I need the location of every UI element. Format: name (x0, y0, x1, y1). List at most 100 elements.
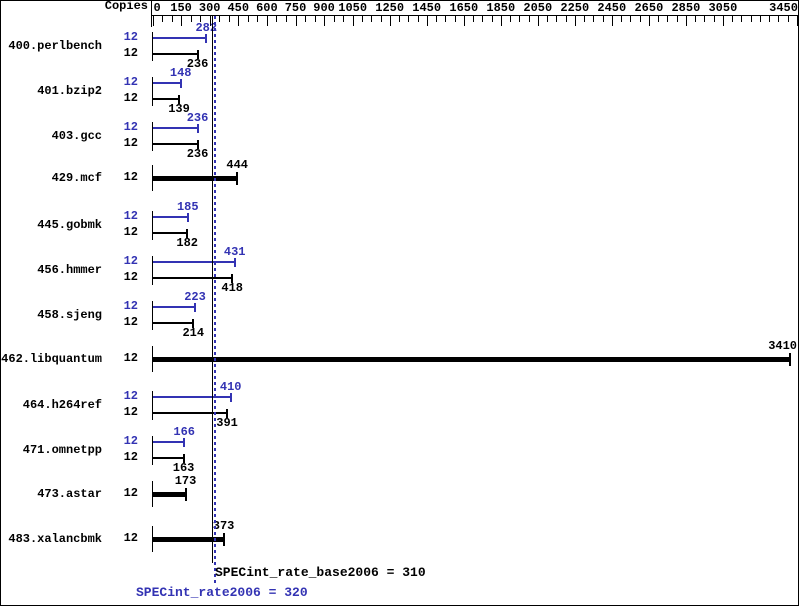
benchmark-name: 429.mcf (51, 171, 102, 185)
base-peak-bar-end-serif (236, 172, 239, 185)
peak-bar (153, 261, 235, 263)
axis-minor-tick (200, 16, 202, 22)
axis-tick-label: 1250 (375, 1, 405, 15)
axis-tick-label: 750 (284, 1, 307, 15)
axis-major-tick (352, 16, 354, 26)
axis-minor-tick (171, 16, 173, 22)
base-peak-bar (153, 357, 790, 362)
benchmark-name: 456.hmmer (37, 263, 102, 277)
axis-major-tick (152, 16, 154, 26)
base-bar-end-serif (231, 274, 234, 283)
base-bar (153, 322, 194, 324)
benchmark-name: 445.gobmk (37, 218, 102, 232)
axis-minor-tick (676, 16, 678, 22)
axis-major-tick (722, 16, 724, 26)
axis-minor-tick (436, 16, 437, 22)
copies: 12 (123, 531, 138, 545)
axis-tick-label: 1850 (486, 1, 516, 15)
base-peak-bar (153, 176, 238, 181)
base-peak-bar (153, 492, 186, 497)
axis-tick-label: 1050 (338, 1, 368, 15)
axis-minor-tick (547, 16, 549, 22)
copies: 12 (123, 170, 138, 184)
axis-minor-tick (445, 16, 447, 22)
peak-bar-end-serif (194, 303, 196, 312)
base-copies: 12 (123, 225, 138, 239)
axis-minor-tick (473, 16, 474, 22)
axis-minor-tick (454, 16, 456, 22)
axis-minor-tick (769, 16, 771, 22)
axis-major-tick (574, 16, 576, 26)
axis-tick-label: 150 (170, 1, 192, 15)
axis-minor-tick (417, 16, 419, 22)
axis-tick-label: 300 (198, 1, 221, 15)
bar-start-serif (152, 391, 153, 420)
peak-bar (153, 396, 231, 398)
axis-minor-tick (639, 16, 641, 22)
copies-axis-separator-line (151, 1, 152, 27)
base-bar (153, 232, 188, 234)
benchmark-name: 462.libquantum (1, 352, 102, 366)
benchmark-name: 458.sjeng (37, 308, 102, 322)
benchmark-name: 483.xalancbmk (8, 532, 102, 546)
axis-major-tick (685, 16, 687, 26)
axis-major-tick (648, 16, 650, 26)
peak-bar-end-serif (229, 393, 232, 402)
axis-minor-tick (286, 16, 287, 22)
base-bar-end-serif (192, 319, 195, 328)
axis-minor-tick (584, 16, 586, 22)
axis-minor-tick (704, 16, 706, 22)
bar-start-serif (152, 301, 153, 330)
bar-value-label: 391 (216, 416, 238, 430)
peak-bar-end-serif (186, 213, 189, 222)
bar-value-label: 185 (176, 200, 199, 214)
bar-start-serif (152, 526, 153, 552)
benchmark-name: 401.bzip2 (37, 84, 102, 98)
bar-start-serif (152, 481, 153, 507)
peak-copies: 12 (123, 209, 138, 223)
axis-minor-tick (190, 16, 192, 22)
axis-tick-label: 900 (313, 1, 335, 15)
axis-major-tick (266, 16, 268, 26)
axis-major-tick (181, 16, 183, 26)
peak-bar-end-serif (179, 79, 182, 88)
bar-start-serif (152, 211, 153, 240)
bar-value-label: 444 (226, 158, 248, 172)
axis-tick-label: 2850 (671, 1, 701, 15)
benchmark-name: 400.perlbench (8, 39, 102, 53)
benchmark-name: 403.gcc (51, 129, 102, 143)
axis-minor-tick (759, 16, 761, 22)
axis-minor-tick (491, 16, 493, 22)
bar-value-label: 163 (172, 461, 195, 475)
base-bar-end-serif (196, 140, 199, 149)
base-copies: 12 (123, 46, 138, 60)
axis-minor-tick (519, 16, 521, 22)
axis-minor-tick (247, 16, 249, 22)
bar-value-label: 223 (184, 290, 206, 304)
bar-start-serif (152, 122, 153, 151)
base-bar-end-serif (196, 50, 199, 59)
axis-tick-label: 2050 (523, 1, 553, 15)
axis-tick-label: 2650 (634, 1, 664, 15)
axis-major-tick (209, 16, 211, 26)
axis-line (151, 15, 798, 16)
base-peak-bar (153, 537, 224, 542)
bar-value-label: 3410 (768, 339, 797, 353)
axis-minor-tick (343, 16, 345, 22)
bar-value-label: 236 (186, 111, 209, 125)
axis-minor-tick (362, 16, 363, 22)
copies-column-header: Copies (104, 0, 148, 13)
axis-minor-tick (333, 16, 335, 22)
axis-minor-tick (713, 16, 715, 22)
base-summary-label: SPECint_rate_base2006 = 310 (215, 565, 426, 580)
bar-value-label: 410 (219, 380, 242, 394)
base-peak-bar-end-serif (788, 353, 791, 366)
peak-copies: 12 (123, 120, 138, 134)
axis-minor-tick (482, 16, 484, 22)
bar-value-label: 236 (186, 57, 209, 71)
axis-minor-tick (787, 16, 789, 22)
bar-value-label: 373 (212, 519, 235, 533)
axis-tick-label: 1650 (449, 1, 479, 15)
base-bar-end-serif (178, 95, 180, 104)
